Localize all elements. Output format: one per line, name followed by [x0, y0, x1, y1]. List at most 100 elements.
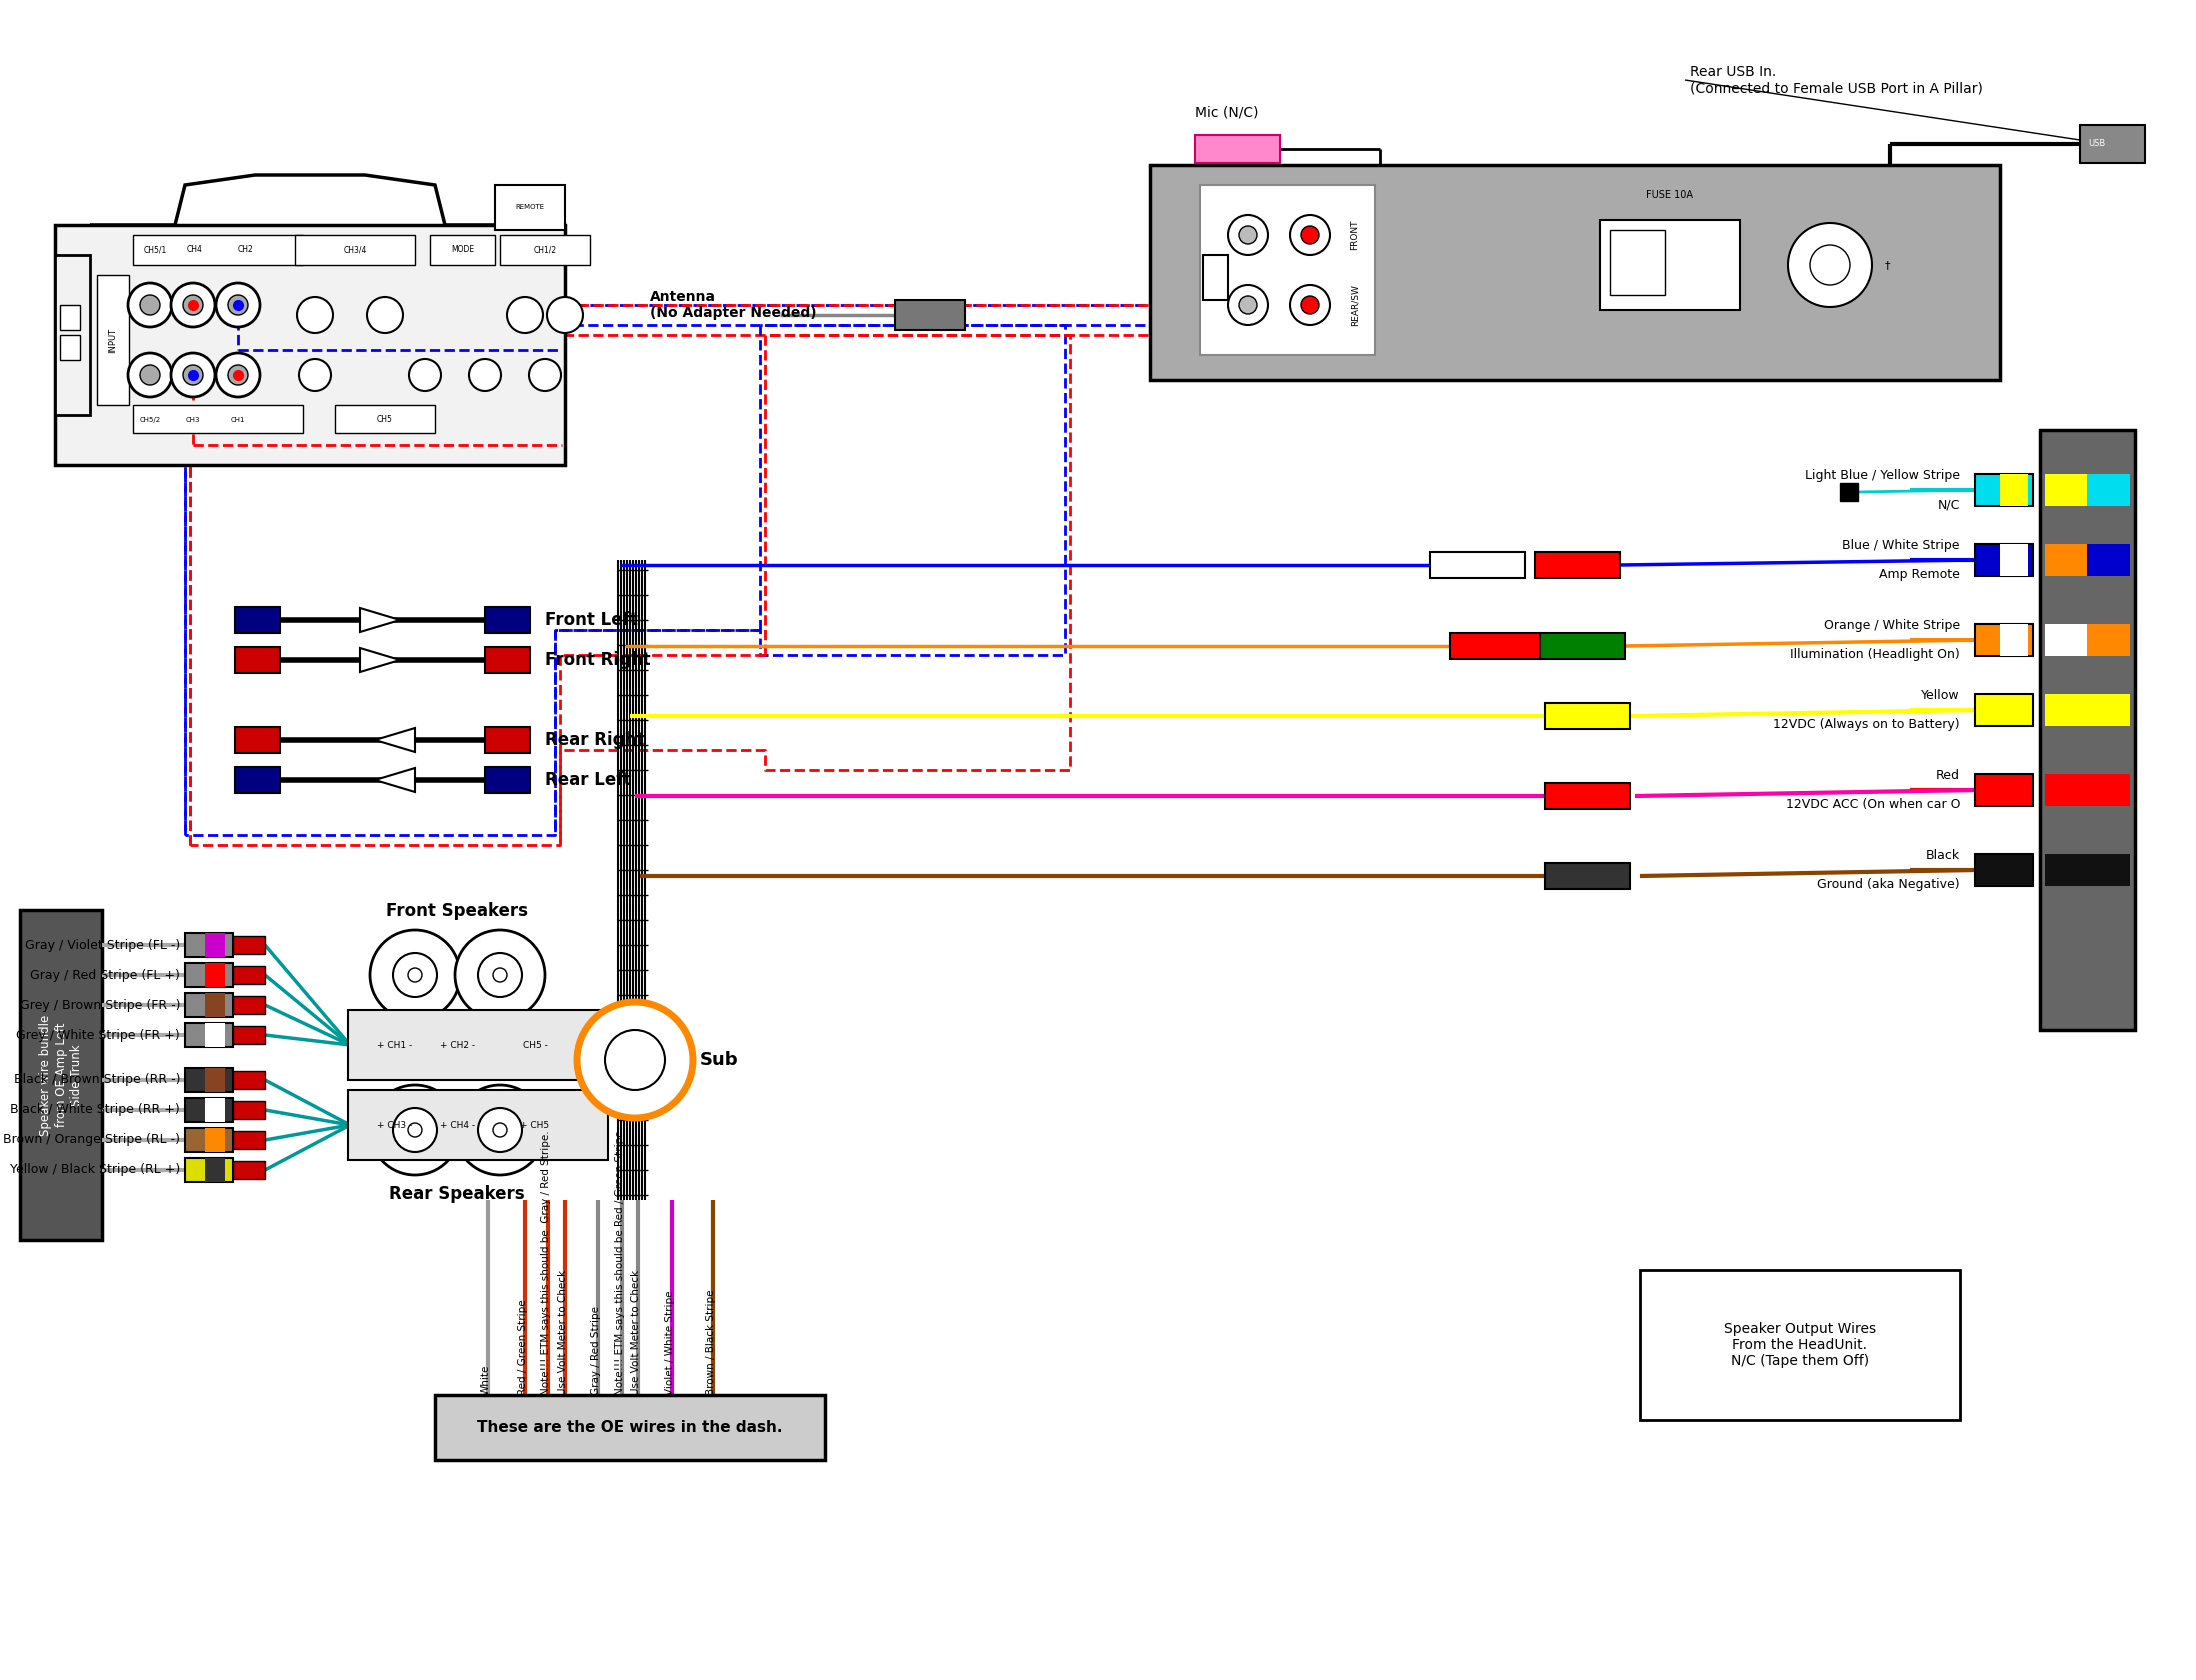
- Bar: [485, 647, 529, 674]
- Bar: [55, 255, 90, 415]
- Polygon shape: [376, 768, 415, 791]
- Text: Rear Speakers: Rear Speakers: [389, 1184, 525, 1203]
- Text: Note!!! ETM says this should be  Gray / Red Stripe.: Note!!! ETM says this should be Gray / R…: [540, 1131, 551, 1394]
- Bar: [2044, 774, 2130, 806]
- Bar: [1974, 544, 2033, 576]
- Bar: [1203, 255, 1228, 301]
- Bar: [59, 306, 79, 329]
- Bar: [55, 225, 564, 465]
- Circle shape: [393, 953, 437, 996]
- Bar: [2001, 544, 2027, 576]
- Circle shape: [606, 1030, 665, 1090]
- Bar: [2044, 694, 2130, 726]
- Circle shape: [1289, 286, 1331, 324]
- Polygon shape: [360, 648, 400, 672]
- Text: Grey / Brown Stripe (FR -): Grey / Brown Stripe (FR -): [20, 998, 180, 1011]
- Text: CH5 -: CH5 -: [523, 1040, 547, 1050]
- Circle shape: [408, 1122, 422, 1137]
- Bar: [184, 1068, 233, 1092]
- Text: Front Left: Front Left: [545, 612, 637, 628]
- Bar: [204, 1158, 224, 1183]
- Bar: [435, 1394, 826, 1460]
- Bar: [233, 1161, 266, 1179]
- Circle shape: [393, 1109, 437, 1152]
- Circle shape: [1788, 223, 1871, 307]
- Text: FRONT: FRONT: [1351, 220, 1359, 250]
- Text: Sub: Sub: [701, 1052, 738, 1068]
- Circle shape: [171, 282, 215, 328]
- Text: Violet / White Stripe: Violet / White Stripe: [665, 1290, 674, 1394]
- Bar: [235, 768, 281, 793]
- Text: CH5/2: CH5/2: [138, 417, 160, 423]
- Bar: [134, 235, 303, 265]
- Text: + CH4 -: + CH4 -: [441, 1121, 477, 1129]
- Bar: [1640, 1270, 1961, 1420]
- Circle shape: [455, 931, 545, 1020]
- Text: Gray / Violet Stripe (FL -): Gray / Violet Stripe (FL -): [24, 939, 180, 951]
- Text: REMOTE: REMOTE: [516, 203, 545, 210]
- Bar: [485, 727, 529, 753]
- Bar: [2001, 474, 2027, 506]
- Bar: [1449, 633, 1539, 659]
- Bar: [184, 963, 233, 986]
- Bar: [204, 993, 224, 1016]
- Bar: [485, 768, 529, 793]
- Text: †: †: [1884, 260, 1891, 270]
- Text: Rear Left: Rear Left: [545, 771, 632, 790]
- Bar: [20, 911, 101, 1240]
- Circle shape: [470, 360, 501, 391]
- Bar: [204, 1023, 224, 1047]
- Bar: [1610, 230, 1665, 296]
- Circle shape: [141, 365, 160, 385]
- Circle shape: [182, 365, 202, 385]
- Text: CH4: CH4: [187, 245, 202, 254]
- Text: REAR/SW: REAR/SW: [1351, 284, 1359, 326]
- Bar: [1546, 864, 1629, 889]
- Text: N/C: N/C: [1937, 497, 1961, 511]
- Bar: [2044, 544, 2130, 576]
- Text: Note!!! ETM says this should be Red / Green Stripe.: Note!!! ETM says this should be Red / Gr…: [615, 1127, 626, 1394]
- Circle shape: [1239, 227, 1256, 244]
- Text: Red / Green Stripe: Red / Green Stripe: [518, 1299, 527, 1394]
- Bar: [1539, 633, 1625, 659]
- Text: Orange / White Stripe: Orange / White Stripe: [1825, 618, 1961, 632]
- Text: Amp Remote: Amp Remote: [1880, 568, 1961, 581]
- Polygon shape: [376, 727, 415, 753]
- Text: INPUT: INPUT: [108, 328, 119, 353]
- Text: Yellow / Black Stripe (RL +): Yellow / Black Stripe (RL +): [9, 1164, 180, 1176]
- Circle shape: [299, 360, 332, 391]
- Text: White: White: [481, 1364, 492, 1394]
- Circle shape: [1228, 286, 1267, 324]
- Bar: [233, 1072, 266, 1089]
- Text: Yellow: Yellow: [1922, 689, 1961, 702]
- Bar: [1151, 165, 2001, 380]
- Bar: [204, 1068, 224, 1092]
- Text: + CH1 -: + CH1 -: [378, 1040, 413, 1050]
- Circle shape: [1810, 245, 1849, 286]
- Text: Illumination (Headlight On): Illumination (Headlight On): [1790, 648, 1961, 660]
- Bar: [184, 1023, 233, 1047]
- Bar: [2044, 623, 2130, 655]
- Circle shape: [529, 360, 560, 391]
- Bar: [1546, 702, 1629, 729]
- Circle shape: [369, 931, 459, 1020]
- Bar: [184, 993, 233, 1016]
- Circle shape: [215, 282, 259, 328]
- Bar: [1601, 220, 1739, 311]
- Bar: [336, 405, 435, 433]
- Circle shape: [228, 296, 248, 314]
- Text: CH2: CH2: [237, 245, 253, 254]
- Circle shape: [492, 1122, 507, 1137]
- Bar: [184, 1158, 233, 1183]
- Bar: [1430, 553, 1524, 578]
- Text: Mic (N/C): Mic (N/C): [1195, 106, 1258, 119]
- Bar: [430, 235, 494, 265]
- Text: Rear Right: Rear Right: [545, 731, 643, 749]
- Bar: [2044, 474, 2130, 506]
- Circle shape: [578, 1001, 694, 1117]
- Text: CH5: CH5: [378, 415, 393, 425]
- Text: + CH5: + CH5: [520, 1121, 549, 1129]
- Circle shape: [1300, 227, 1320, 244]
- Circle shape: [479, 1109, 523, 1152]
- Circle shape: [455, 1085, 545, 1174]
